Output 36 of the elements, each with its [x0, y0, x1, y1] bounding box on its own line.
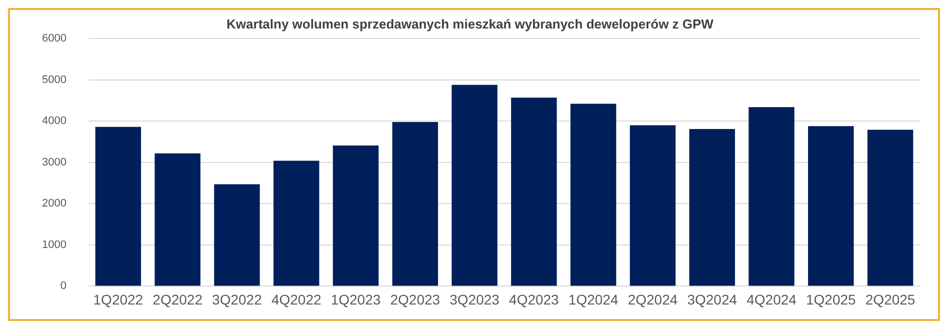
y-tick-label: 2000 [42, 198, 66, 210]
y-tick-label: 3000 [42, 156, 66, 168]
x-tick-label: 2Q2025 [865, 291, 916, 308]
bar [808, 126, 854, 286]
x-tick-label: 2Q2023 [390, 291, 440, 308]
x-tick-label: 3Q2024 [687, 291, 738, 308]
x-tick-label: 1Q2024 [568, 291, 618, 308]
bar [154, 153, 200, 286]
bar [570, 104, 616, 286]
x-tick-label: 1Q2022 [93, 291, 144, 308]
x-tick-label: 2Q2024 [628, 291, 678, 308]
bar [95, 126, 142, 286]
bar [748, 107, 794, 286]
y-tick-label: 1000 [42, 238, 66, 251]
y-tick-label: 5000 [42, 74, 66, 86]
x-tick-label: 3Q2023 [450, 291, 500, 308]
chart-title: Kwartalny wolumen sprzedawanych mieszkań wybranych deweloperów z GPW [226, 16, 714, 32]
bar [273, 160, 320, 286]
x-tick-label: 1Q2023 [330, 291, 381, 308]
y-tick-label: 6000 [42, 32, 66, 45]
x-tick-label: 4Q2024 [746, 291, 797, 308]
bar [452, 84, 498, 286]
bar [867, 130, 914, 286]
x-tick-label: 4Q2023 [509, 291, 560, 308]
bar [630, 125, 676, 286]
y-tick-label: 4000 [42, 115, 66, 128]
bar [392, 122, 438, 286]
bar [511, 98, 557, 286]
bar [214, 184, 260, 286]
x-tick-label: 3Q2022 [212, 291, 262, 308]
x-tick-label: 2Q2022 [152, 291, 203, 308]
bar [332, 145, 379, 286]
x-tick-label: 1Q2025 [806, 291, 856, 308]
bar [689, 128, 735, 286]
x-tick-label: 4Q2022 [271, 291, 322, 308]
y-tick-label: 0 [60, 280, 66, 292]
